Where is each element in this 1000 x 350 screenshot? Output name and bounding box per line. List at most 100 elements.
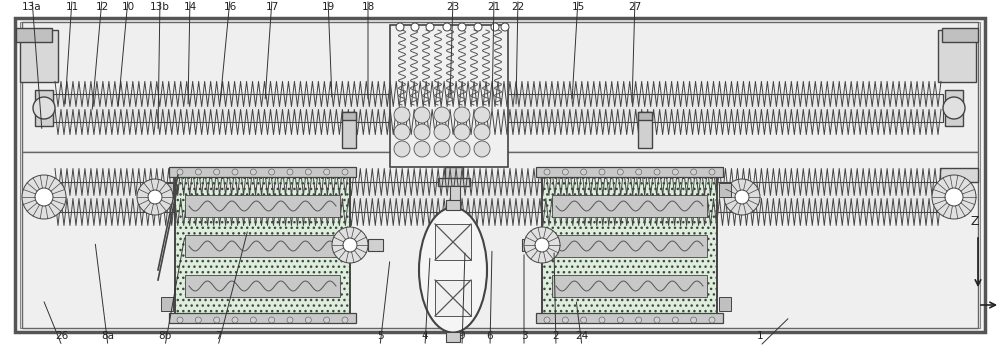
Bar: [719, 297, 731, 311]
Circle shape: [305, 317, 311, 323]
Circle shape: [636, 317, 642, 323]
Circle shape: [524, 227, 560, 263]
Circle shape: [342, 169, 348, 175]
Circle shape: [426, 23, 434, 31]
Text: 22: 22: [511, 2, 525, 12]
Text: 1: 1: [757, 331, 763, 341]
Bar: [940, 168, 978, 182]
Circle shape: [177, 317, 183, 323]
Bar: [20, 22, 980, 328]
Bar: [552, 235, 707, 257]
Circle shape: [250, 169, 256, 175]
Circle shape: [709, 169, 715, 175]
Circle shape: [269, 317, 275, 323]
Circle shape: [945, 188, 963, 206]
Circle shape: [394, 124, 410, 140]
Bar: [185, 195, 340, 217]
Circle shape: [544, 169, 550, 175]
Circle shape: [691, 169, 697, 175]
Circle shape: [544, 317, 550, 323]
Text: 16: 16: [223, 2, 237, 12]
Bar: [438, 178, 470, 186]
Text: 17: 17: [265, 2, 279, 12]
Circle shape: [232, 169, 238, 175]
Bar: [368, 239, 383, 251]
Circle shape: [654, 317, 660, 323]
Text: 4: 4: [422, 331, 428, 341]
Bar: [542, 175, 717, 315]
Bar: [945, 90, 963, 126]
Bar: [542, 175, 717, 315]
Bar: [22, 152, 978, 328]
Bar: [938, 30, 976, 82]
Circle shape: [691, 317, 697, 323]
Circle shape: [454, 124, 470, 140]
Circle shape: [396, 23, 404, 31]
Bar: [942, 28, 978, 42]
Circle shape: [35, 188, 53, 206]
Circle shape: [443, 23, 451, 31]
Circle shape: [581, 169, 587, 175]
Circle shape: [342, 317, 348, 323]
Text: 19: 19: [321, 2, 335, 12]
Circle shape: [735, 190, 749, 204]
Circle shape: [672, 317, 678, 323]
Circle shape: [324, 317, 330, 323]
Circle shape: [287, 169, 293, 175]
Bar: [15, 18, 985, 332]
Circle shape: [343, 238, 357, 252]
Bar: [536, 313, 723, 323]
Circle shape: [617, 317, 623, 323]
Circle shape: [599, 317, 605, 323]
Circle shape: [617, 169, 623, 175]
Circle shape: [434, 124, 450, 140]
Circle shape: [474, 107, 490, 123]
Text: 21: 21: [487, 2, 501, 12]
Circle shape: [148, 190, 162, 204]
Circle shape: [394, 141, 410, 157]
Bar: [719, 183, 731, 197]
Circle shape: [414, 141, 430, 157]
Circle shape: [654, 169, 660, 175]
Circle shape: [287, 317, 293, 323]
Bar: [16, 28, 52, 42]
Circle shape: [672, 169, 678, 175]
Circle shape: [562, 317, 568, 323]
Bar: [185, 275, 340, 297]
Bar: [169, 313, 356, 323]
Circle shape: [581, 317, 587, 323]
Circle shape: [599, 169, 605, 175]
Text: 6: 6: [487, 331, 493, 341]
Text: 15: 15: [571, 2, 585, 12]
Bar: [175, 175, 350, 315]
Circle shape: [195, 169, 201, 175]
Bar: [435, 280, 471, 316]
Circle shape: [232, 317, 238, 323]
Text: 14: 14: [183, 2, 197, 12]
Bar: [342, 112, 356, 120]
Bar: [342, 112, 356, 148]
Circle shape: [458, 23, 466, 31]
Bar: [522, 239, 524, 251]
Text: 13a: 13a: [22, 2, 42, 12]
Circle shape: [394, 107, 410, 123]
Bar: [536, 167, 723, 177]
Circle shape: [434, 141, 450, 157]
Circle shape: [535, 238, 549, 252]
Circle shape: [22, 175, 66, 219]
Circle shape: [414, 107, 430, 123]
Circle shape: [214, 317, 220, 323]
Text: 7: 7: [215, 331, 221, 341]
Circle shape: [501, 23, 509, 31]
Ellipse shape: [419, 208, 487, 332]
Circle shape: [454, 141, 470, 157]
Text: 10: 10: [121, 2, 135, 12]
Text: 3: 3: [521, 331, 527, 341]
Bar: [446, 332, 460, 342]
Circle shape: [636, 169, 642, 175]
Bar: [161, 183, 173, 197]
Circle shape: [474, 141, 490, 157]
Bar: [638, 112, 652, 120]
Bar: [445, 167, 463, 181]
Bar: [450, 186, 460, 207]
